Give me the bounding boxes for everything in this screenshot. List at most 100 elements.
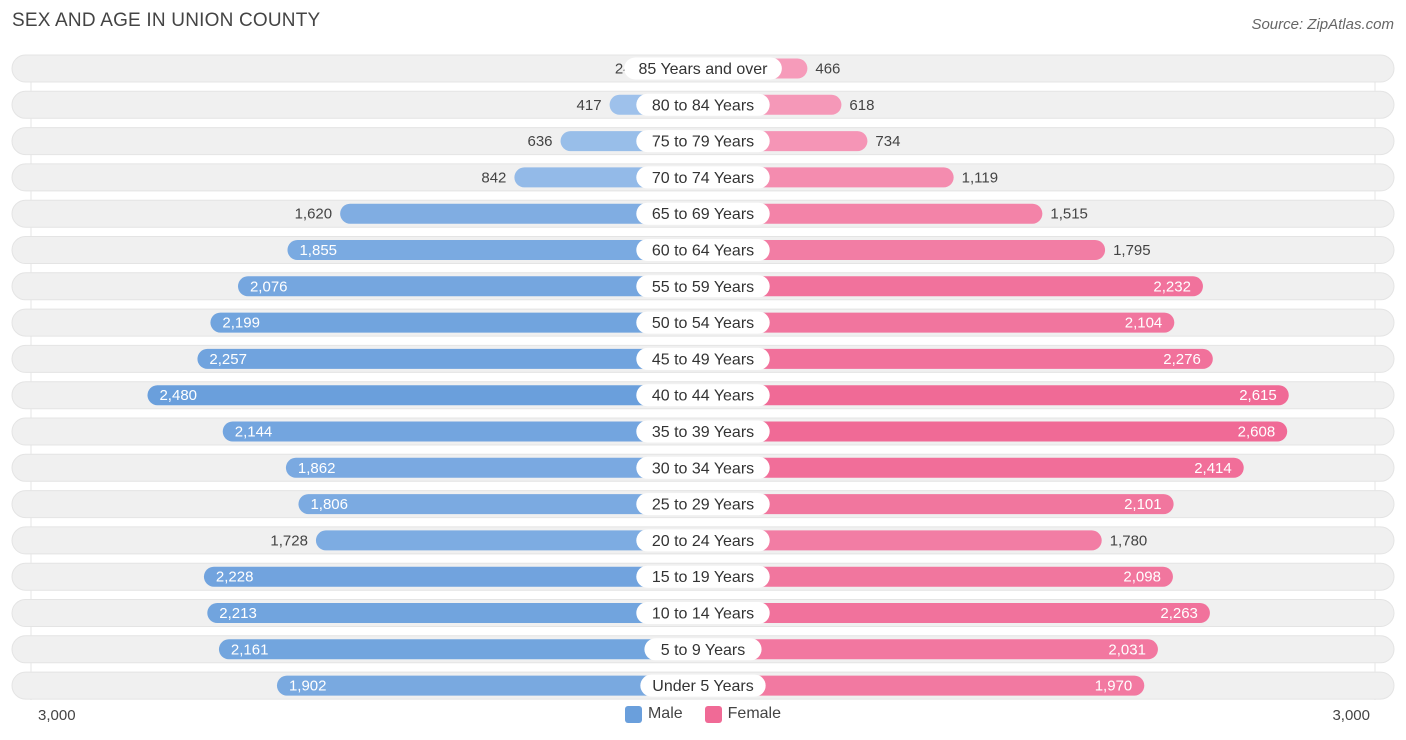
female-bar	[703, 566, 1173, 587]
male-value-label: 636	[528, 133, 553, 150]
female-bar	[703, 312, 1175, 333]
male-bar	[207, 603, 703, 623]
female-bar	[703, 421, 1288, 442]
female-value-label: 2,031	[1108, 641, 1146, 658]
category-label: 85 Years and over	[639, 61, 769, 78]
category-label-background	[636, 347, 770, 370]
male-value-label: 2,161	[231, 641, 269, 658]
category-label-background	[636, 565, 770, 588]
female-value-label: 2,615	[1239, 387, 1277, 404]
category-label: 65 to 69 Years	[652, 206, 754, 223]
category-label-background	[624, 57, 782, 80]
male-bar	[340, 203, 703, 224]
female-value-label: 466	[815, 61, 840, 78]
female-bar	[703, 348, 1213, 369]
legend-female-swatch	[704, 705, 722, 723]
category-label: 15 to 19 Years	[652, 569, 754, 586]
male-value-label: 1,902	[289, 678, 327, 695]
category-label: 40 to 44 Years	[652, 388, 754, 405]
female-value-label: 1,119	[962, 169, 998, 186]
category-label: 5 to 9 Years	[661, 642, 746, 659]
female-value-label: 2,276	[1163, 351, 1201, 368]
axis-left-max-label: 3,000	[38, 707, 76, 724]
female-bar	[703, 494, 1174, 515]
male-bar	[222, 421, 703, 442]
male-value-label: 1,728	[270, 532, 308, 549]
male-value-label: 2,144	[235, 424, 273, 441]
male-value-label: 417	[577, 97, 602, 114]
female-value-label: 2,098	[1123, 569, 1161, 586]
legend-item-female: Female	[704, 705, 782, 723]
axis-right-max-label: 3,000	[1332, 707, 1370, 724]
category-label-background	[644, 638, 762, 661]
female-bar	[703, 603, 1210, 623]
legend-female-label: Female	[727, 705, 782, 722]
legend-item-male: Male	[624, 705, 683, 723]
female-bar	[703, 385, 1289, 406]
category-label: 55 to 59 Years	[652, 279, 754, 296]
category-label-background	[636, 384, 770, 407]
category-label-background	[636, 93, 770, 116]
category-label: 25 to 29 Years	[652, 497, 754, 514]
male-value-label: 2,480	[159, 387, 197, 404]
female-bar	[703, 639, 1158, 660]
category-label-background	[640, 674, 766, 697]
category-label-background	[636, 493, 770, 516]
category-label: 35 to 39 Years	[652, 424, 754, 441]
male-bar	[210, 312, 703, 333]
female-value-label: 1,795	[1113, 242, 1151, 259]
category-label: 60 to 64 Years	[652, 243, 754, 260]
female-bar	[703, 675, 1145, 696]
male-value-label: 2,228	[216, 569, 254, 586]
female-value-label: 618	[849, 97, 874, 114]
female-bar	[703, 240, 1106, 260]
category-label-background	[636, 239, 770, 261]
legend: Male Female	[0, 705, 1406, 723]
male-bar	[203, 566, 704, 587]
category-label: 75 to 79 Years	[652, 134, 754, 151]
category-label: 80 to 84 Years	[652, 97, 754, 114]
legend-male-swatch	[624, 705, 642, 723]
female-bar	[703, 530, 1102, 551]
female-value-label: 2,104	[1125, 315, 1163, 332]
category-label-background	[636, 311, 770, 334]
male-bar	[237, 276, 703, 297]
male-value-label: 2,076	[250, 278, 288, 295]
male-bar	[285, 457, 703, 478]
male-value-label: 2,213	[219, 605, 257, 622]
category-label-background	[636, 529, 770, 552]
female-value-label: 2,414	[1194, 460, 1232, 477]
male-bar	[276, 675, 703, 696]
female-value-label: 2,608	[1238, 424, 1276, 441]
category-label-background	[636, 166, 770, 189]
male-bar	[298, 494, 703, 515]
category-label-background	[636, 130, 770, 153]
female-bar	[703, 457, 1244, 478]
category-label-background	[636, 602, 770, 624]
category-label: 50 to 54 Years	[652, 315, 754, 332]
category-label: 10 to 14 Years	[652, 606, 754, 623]
male-value-label: 1,620	[295, 206, 333, 223]
female-bar	[703, 276, 1203, 297]
source-label: Source: ZipAtlas.com	[1251, 16, 1394, 33]
male-bar	[287, 240, 703, 260]
female-value-label: 1,970	[1095, 678, 1133, 695]
female-value-label: 2,263	[1160, 605, 1198, 622]
chart-title: SEX AND AGE IN UNION COUNTY	[12, 10, 321, 31]
female-bar	[703, 203, 1043, 224]
male-value-label: 1,806	[310, 496, 348, 513]
category-label-background	[636, 202, 770, 225]
male-bar	[218, 639, 703, 660]
category-label-background	[636, 275, 770, 298]
category-label: Under 5 Years	[652, 678, 753, 695]
category-label-background	[636, 456, 770, 479]
category-label: 70 to 74 Years	[652, 170, 754, 187]
legend-male-label: Male	[647, 705, 683, 722]
female-value-label: 2,101	[1124, 496, 1162, 513]
male-value-label: 842	[481, 169, 506, 186]
male-value-label: 1,862	[298, 460, 336, 477]
category-label-background	[636, 420, 770, 443]
category-label: 45 to 49 Years	[652, 351, 754, 368]
category-label: 30 to 34 Years	[652, 460, 754, 477]
